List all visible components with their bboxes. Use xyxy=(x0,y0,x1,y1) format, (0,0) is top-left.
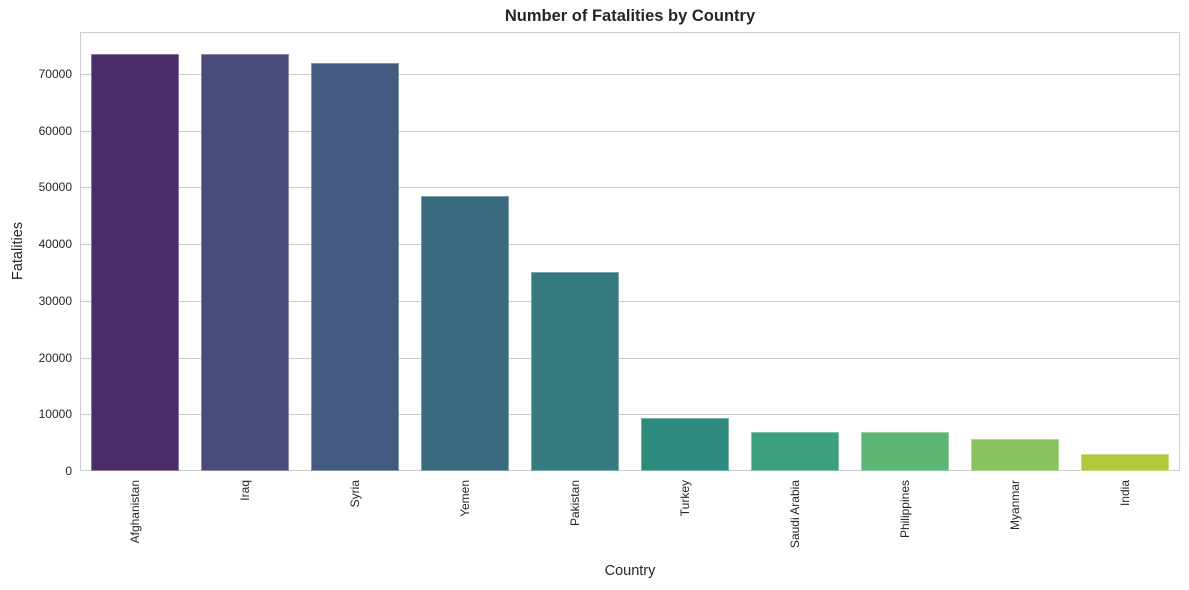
y-tick-label: 40000 xyxy=(38,237,72,252)
y-tick-label: 30000 xyxy=(38,293,72,308)
bar-afghanistan xyxy=(91,53,179,471)
y-tick-label: 60000 xyxy=(38,123,72,138)
x-tick-label: Myanmar xyxy=(1008,480,1022,531)
x-tick-label: Turkey xyxy=(678,480,692,517)
gridline xyxy=(81,414,1179,416)
bar-india xyxy=(1081,453,1169,471)
gridline xyxy=(81,244,1179,246)
x-tick-label: Saudi Arabia xyxy=(788,480,802,549)
gridline xyxy=(81,300,1179,302)
y-tick-label: 10000 xyxy=(38,407,72,422)
x-tick-label: Syria xyxy=(348,480,362,508)
x-tick-label: Philippines xyxy=(898,480,912,539)
y-tick-label: 0 xyxy=(65,464,72,478)
plot-area xyxy=(80,32,1180,471)
bar-iraq xyxy=(201,53,289,471)
x-tick-label: Pakistan xyxy=(568,480,582,527)
x-tick-label: Afghanistan xyxy=(128,480,142,544)
x-tick-label: Iraq xyxy=(238,480,252,501)
bar-pakistan xyxy=(531,271,619,471)
y-tick-label: 70000 xyxy=(38,66,72,81)
x-tick-label: Yemen xyxy=(458,480,472,517)
bar-syria xyxy=(311,62,399,471)
y-tick-label: 20000 xyxy=(38,350,72,365)
chart-title: Number of Fatalities by Country xyxy=(504,7,756,25)
bar-yemen xyxy=(421,195,509,471)
gridline xyxy=(81,357,1179,359)
gridline xyxy=(81,73,1179,75)
x-tick-label: India xyxy=(1118,480,1132,507)
x-axis-label: Country xyxy=(604,563,656,579)
bar-saudi-arabia xyxy=(751,431,839,471)
bar-myanmar xyxy=(971,438,1059,471)
gridline xyxy=(81,130,1179,132)
gridline xyxy=(81,187,1179,189)
bar-turkey xyxy=(641,417,729,471)
y-tick-label: 50000 xyxy=(38,180,72,195)
bar-philippines xyxy=(861,431,949,471)
